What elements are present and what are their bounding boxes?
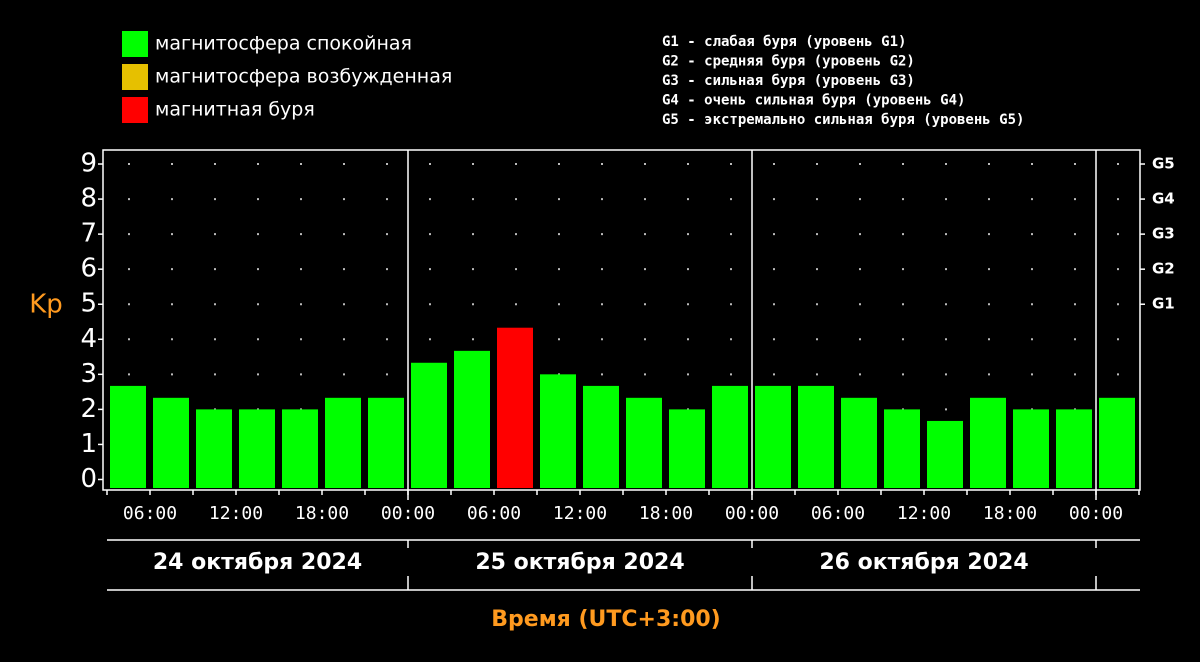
bar [1056,409,1092,488]
bar [626,397,662,488]
x-tick-label: 12:00 [209,503,263,524]
day-label: 25 октября 2024 [475,550,684,575]
bar [970,397,1006,488]
day-label: 26 октября 2024 [819,550,1028,575]
y-tick-label: 1 [80,429,97,459]
x-tick-label: 06:00 [467,503,521,524]
legend-swatch [122,97,148,123]
y-tick-label: 3 [80,359,97,389]
storm-level: G1 - слабая буря (уровень G1) [662,34,906,50]
bar [927,420,963,488]
storm-level: G2 - средняя буря (уровень G2) [662,54,915,70]
y-tick-label: 8 [80,184,97,214]
y-tick-label: 5 [80,289,97,319]
legend-label: магнитная буря [155,99,315,121]
y-tick-label: 7 [80,219,97,249]
x-tick-label: 18:00 [639,503,693,524]
x-tick-label: 18:00 [295,503,349,524]
y-tick-label: 0 [80,464,97,494]
legend-swatch [122,31,148,57]
bar [669,409,705,488]
y2-tick-label: G3 [1152,225,1175,243]
y2-tick-label: G4 [1152,190,1175,208]
y-tick-label: 9 [80,149,97,179]
storm-level: G4 - очень сильная буря (уровень G4) [662,93,965,109]
bar [884,409,920,488]
x-tick-label: 18:00 [983,503,1037,524]
x-tick-label: 06:00 [811,503,865,524]
x-tick-label: 00:00 [381,503,435,524]
storm-level: G3 - сильная буря (уровень G3) [662,73,915,89]
legend-swatch [122,64,148,90]
y-tick-label: 2 [80,394,97,424]
bar [239,409,275,488]
bar [325,397,361,488]
bar [798,385,834,488]
bar [153,397,189,488]
bar [368,397,404,488]
x-tick-label: 00:00 [1069,503,1123,524]
legend-label: магнитосфера возбужденная [155,66,452,88]
bar [540,374,576,488]
legend-label: магнитосфера спокойная [155,33,412,55]
x-tick-label: 12:00 [553,503,607,524]
plot-frame [102,149,1141,491]
x-tick-label: 12:00 [897,503,951,524]
bar [411,362,447,488]
y-tick-label: 6 [80,254,97,284]
bar [282,409,318,488]
day-label: 24 октября 2024 [153,550,362,575]
y2-tick-label: G5 [1152,155,1175,173]
x-tick-label: 00:00 [725,503,779,524]
bar [841,397,877,488]
bar [712,385,748,488]
bar [755,385,791,488]
bar [1099,397,1135,488]
x-tick-label: 06:00 [123,503,177,524]
bar [583,385,619,488]
y-tick-label: 4 [80,324,97,354]
bar [1013,409,1049,488]
bar [110,385,146,488]
bar [454,350,490,488]
x-axis-label: Время (UTC+3:00) [491,607,721,632]
bar [497,327,533,488]
bar [196,409,232,488]
y2-tick-label: G2 [1152,260,1175,278]
y2-tick-label: G1 [1152,295,1175,313]
storm-level: G5 - экстремально сильная буря (уровень … [662,112,1024,128]
y-axis-label: Kp [29,290,63,320]
